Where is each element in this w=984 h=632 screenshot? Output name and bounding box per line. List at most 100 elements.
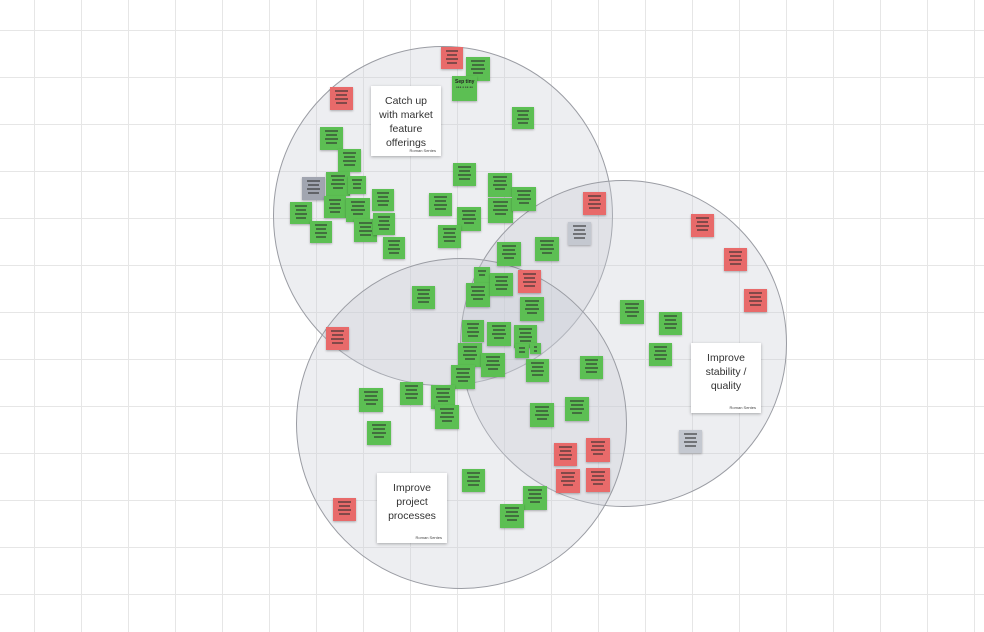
- sticky-note-green[interactable]: [488, 173, 512, 197]
- sticky-note-green[interactable]: [487, 322, 511, 346]
- note-text-line: [350, 201, 366, 203]
- sticky-note-red[interactable]: [691, 214, 714, 237]
- sticky-note-green[interactable]: [324, 196, 346, 218]
- sticky-note-green[interactable]: [490, 273, 513, 296]
- note-text-line: [592, 483, 604, 485]
- sticky-note-green[interactable]: [383, 237, 405, 259]
- sticky-note-red[interactable]: [441, 47, 463, 69]
- sticky-note-green[interactable]: [367, 421, 391, 445]
- cluster-card-market-features[interactable]: Catch up with market feature offerings R…: [371, 86, 441, 156]
- sticky-note-grey[interactable]: [302, 177, 325, 200]
- note-text-line: [685, 445, 696, 447]
- note-text-line: [436, 396, 450, 398]
- sticky-note-green[interactable]: [359, 388, 383, 412]
- sticky-note-green[interactable]: [346, 198, 370, 222]
- note-text-line: [338, 505, 351, 507]
- sticky-note-green[interactable]: [453, 163, 476, 186]
- sticky-note-red[interactable]: [554, 443, 577, 466]
- sticky-note-red[interactable]: [330, 87, 353, 110]
- note-text-line: [331, 338, 344, 340]
- sticky-note-red[interactable]: [724, 248, 747, 271]
- note-text-line: [505, 511, 519, 513]
- sticky-note-green[interactable]: [497, 242, 521, 266]
- note-text-line: [570, 404, 584, 406]
- note-text-line: [343, 156, 356, 158]
- sticky-note-green[interactable]: [659, 312, 682, 335]
- note-text-line: [569, 400, 585, 402]
- sticky-note-green[interactable]: [620, 300, 644, 324]
- sticky-note-green[interactable]: [354, 219, 377, 242]
- note-text-line: [365, 403, 377, 405]
- sticky-note-green[interactable]: [466, 283, 490, 307]
- note-text-line: [561, 476, 575, 478]
- note-text-line: [330, 175, 346, 177]
- note-text-line: [518, 122, 528, 124]
- note-text-line: [331, 179, 345, 181]
- sticky-note-green[interactable]: [435, 405, 459, 429]
- sticky-note-green[interactable]: [373, 213, 395, 235]
- note-text-line: [494, 188, 506, 190]
- sticky-note-green[interactable]: [400, 382, 423, 405]
- note-text-line: [516, 110, 530, 112]
- note-text-line: [462, 214, 476, 216]
- sticky-note-green[interactable]: [290, 202, 312, 224]
- sticky-note-green[interactable]: [451, 365, 475, 389]
- sticky-note-green[interactable]: [429, 193, 452, 216]
- sticky-note-green[interactable]: [515, 344, 529, 358]
- sticky-note-green[interactable]: [523, 486, 547, 510]
- sticky-note-red[interactable]: [556, 469, 580, 493]
- cluster-circle-project-processes[interactable]: [296, 258, 627, 589]
- sticky-note-red[interactable]: [518, 270, 541, 293]
- sticky-note-red[interactable]: [583, 192, 606, 215]
- sticky-note-green[interactable]: [500, 504, 524, 528]
- sticky-note-green[interactable]: [481, 353, 505, 377]
- cluster-card-project-processes[interactable]: Improve project processes Roman Sentes: [377, 473, 447, 543]
- sticky-note-green[interactable]: [310, 221, 332, 243]
- sticky-note-red[interactable]: [744, 289, 767, 312]
- sticky-note-green[interactable]: [514, 325, 537, 348]
- note-text-line: [325, 134, 338, 136]
- sticky-note-green[interactable]: [535, 237, 559, 261]
- sticky-note-green[interactable]: [458, 343, 482, 367]
- sticky-note-green[interactable]: [412, 286, 435, 309]
- sticky-note-green[interactable]: [512, 187, 536, 211]
- sticky-note-green[interactable]: [580, 356, 603, 379]
- sticky-note-green[interactable]: [488, 198, 513, 223]
- note-text-line: [495, 280, 508, 282]
- sticky-note-green[interactable]: [530, 343, 541, 354]
- sticky-note-green[interactable]: [348, 176, 366, 194]
- sticky-note-red[interactable]: [326, 327, 349, 350]
- sticky-note-green[interactable]: [320, 127, 343, 150]
- note-text-line: [561, 480, 575, 482]
- note-text-line: [467, 476, 480, 478]
- sticky-note-green[interactable]: [438, 225, 461, 248]
- sticky-note-green[interactable]: [530, 403, 554, 427]
- sticky-note-red[interactable]: [586, 468, 610, 492]
- sticky-note-green[interactable]: Sep tiny ●●● ● ●● ●●: [452, 76, 477, 101]
- note-text-line: [531, 366, 544, 368]
- sticky-note-light-grey[interactable]: [679, 430, 702, 453]
- sticky-note-green[interactable]: [512, 107, 534, 129]
- sticky-note-green[interactable]: [474, 267, 490, 283]
- sticky-note-red[interactable]: [586, 438, 610, 462]
- note-text-line: [590, 471, 606, 473]
- sticky-note-green[interactable]: [649, 343, 672, 366]
- sticky-note-green[interactable]: [338, 149, 361, 172]
- sticky-note-green[interactable]: [372, 189, 394, 211]
- sticky-note-green[interactable]: [326, 172, 350, 196]
- sticky-note-green[interactable]: [462, 469, 485, 492]
- cluster-card-stability-quality[interactable]: Improve stability / quality Roman Sentes: [691, 343, 761, 413]
- sticky-note-light-grey[interactable]: [568, 222, 591, 245]
- sticky-note-green[interactable]: [462, 320, 484, 342]
- note-text-line: [443, 236, 456, 238]
- note-text-line: [530, 362, 545, 364]
- sticky-note-green[interactable]: [520, 297, 544, 321]
- note-text-line: [486, 360, 500, 362]
- sticky-note-green[interactable]: [457, 207, 481, 231]
- note-text-line: [294, 205, 308, 207]
- sticky-note-green[interactable]: [565, 397, 589, 421]
- sticky-note-red[interactable]: [333, 498, 356, 521]
- note-text-line: [492, 176, 508, 178]
- sticky-note-green[interactable]: [526, 359, 549, 382]
